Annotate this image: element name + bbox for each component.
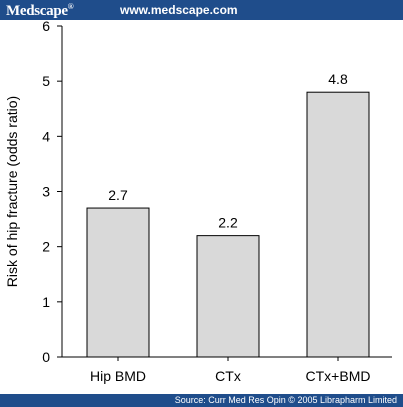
bar	[86, 207, 150, 358]
bar-value-label: 2.7	[108, 187, 128, 203]
site-url[interactable]: www.medscape.com	[120, 3, 238, 17]
y-tick-label: 5	[42, 73, 50, 89]
bar-chart: 0 1 2 3 4 5 6 Risk of hip fracture (odds ratio)…	[4, 18, 392, 384]
y-tick-label: 1	[42, 294, 50, 310]
header-band: Medscape® www.medscape.com	[0, 0, 403, 20]
bar-value-label: 4.8	[328, 71, 348, 87]
x-tick-label: Hip BMD	[90, 368, 146, 384]
footer-band: Source: Curr Med Res Opin © 2005 Libraph…	[0, 394, 403, 407]
x-tick-label: CTx+BMD	[306, 368, 371, 384]
y-axis-title: Risk of hip fracture (odds ratio)	[4, 96, 20, 287]
medscape-logo: Medscape®	[6, 2, 74, 19]
bar	[196, 235, 260, 358]
y-tick-label: 2	[42, 239, 50, 255]
y-tick-label: 3	[42, 184, 50, 200]
x-tick-label: CTx	[215, 368, 241, 384]
bar-value-label: 2.2	[218, 215, 238, 231]
y-tick-label: 6	[42, 18, 50, 34]
y-tick-label: 0	[42, 349, 50, 365]
y-tick-label: 4	[42, 128, 50, 144]
bar	[306, 91, 370, 358]
source-citation: Source: Curr Med Res Opin © 2005 Libraph…	[174, 395, 397, 405]
